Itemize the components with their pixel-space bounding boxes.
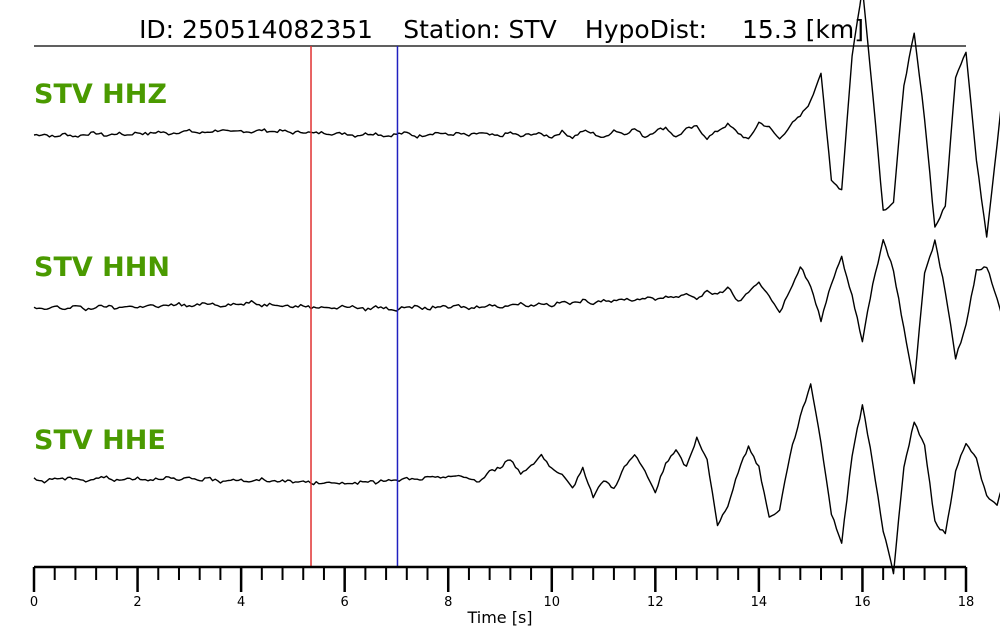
x-tick-label: 8 xyxy=(444,595,452,610)
event-id-text: ID: 250514082351 xyxy=(139,15,373,44)
x-tick-label: 0 xyxy=(30,595,38,610)
waveform-trace-stv-hhz xyxy=(33,0,1000,238)
channel-label-hhn: STV HHN xyxy=(34,252,170,283)
x-tick-label: 16 xyxy=(854,595,871,610)
x-tick-label: 2 xyxy=(133,595,141,610)
time-axis: 0 2 4 6 8 10 12 14 16 18 xyxy=(30,565,975,610)
hypodist-label: HypoDist: xyxy=(585,15,707,44)
x-tick-label: 18 xyxy=(958,595,975,610)
phase-picks xyxy=(310,46,399,567)
waveform-trace-stv-hhe xyxy=(33,383,1000,575)
waveform-traces xyxy=(33,0,1000,575)
x-tick-label: 6 xyxy=(341,595,349,610)
x-tick-label: 10 xyxy=(544,595,561,610)
x-tick-label: 4 xyxy=(237,595,245,610)
x-tick-label: 12 xyxy=(647,595,664,610)
station-text: Station: STV xyxy=(403,15,557,44)
hypodist-value: 15.3 [km] xyxy=(742,15,864,44)
channel-label-hhz: STV HHZ xyxy=(34,79,167,110)
waveform-trace-stv-hhn xyxy=(33,239,1000,385)
x-tick-label: 14 xyxy=(751,595,768,610)
channel-label-hhe: STV HHE xyxy=(34,425,166,456)
x-axis-label: Time [s] xyxy=(466,608,532,627)
chart-title: ID: 250514082351 Station: STV HypoDist: … xyxy=(139,15,864,44)
